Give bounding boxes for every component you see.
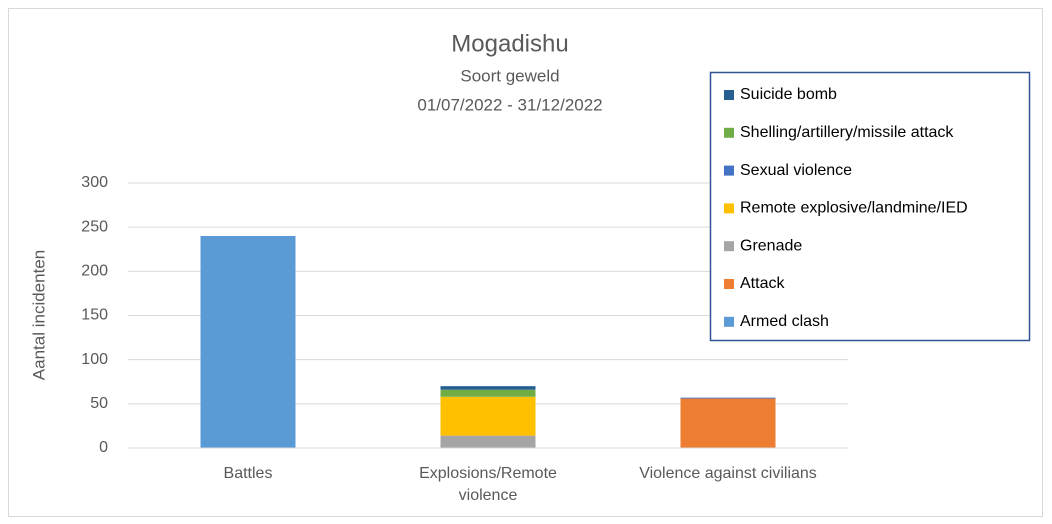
y-tick-label: 0 [99, 439, 108, 456]
bar-segment [680, 397, 776, 399]
bar-segment [440, 396, 536, 436]
legend-swatch [724, 241, 734, 252]
legend-label: Sexual violence [740, 162, 852, 179]
legend-label: Armed clash [740, 313, 829, 330]
legend-label: Grenade [740, 237, 802, 254]
legend-label: Remote explosive/landmine/IED [740, 200, 968, 217]
chart-subtitle: Soort geweld [460, 66, 559, 85]
y-axis-label: Aantal incidenten [29, 250, 48, 380]
legend-swatch [724, 279, 734, 289]
date-range: 01/07/2022 - 31/12/2022 [417, 95, 602, 114]
chart-title: Mogadishu [451, 30, 568, 57]
bar-segment [440, 435, 536, 448]
bar-segment [440, 389, 536, 397]
y-tick-label: 100 [81, 351, 108, 368]
y-tick-label: 250 [81, 218, 108, 235]
legend-label: Suicide bomb [740, 86, 837, 103]
y-tick-label: 200 [81, 263, 108, 280]
bar-segment [680, 398, 776, 448]
legend-label: Shelling/artillery/missile attack [740, 124, 954, 141]
bar-segment [200, 236, 296, 448]
x-tick-label: Violence against civilians [639, 465, 817, 482]
bar-segment [440, 386, 536, 390]
legend-swatch [724, 127, 734, 138]
legend-swatch [724, 316, 734, 327]
legend-box [709, 71, 1031, 342]
y-tick-label: 150 [81, 307, 108, 324]
x-tick-label: Battles [223, 465, 273, 482]
x-tick-label: Explosions/Remote violence [419, 465, 557, 504]
y-tick-label: 300 [81, 174, 108, 191]
legend-swatch [724, 90, 734, 100]
legend-label: Attack [740, 275, 785, 292]
y-tick-label: 50 [90, 395, 108, 412]
legend-swatch [724, 165, 734, 176]
legend-swatch [724, 203, 734, 214]
